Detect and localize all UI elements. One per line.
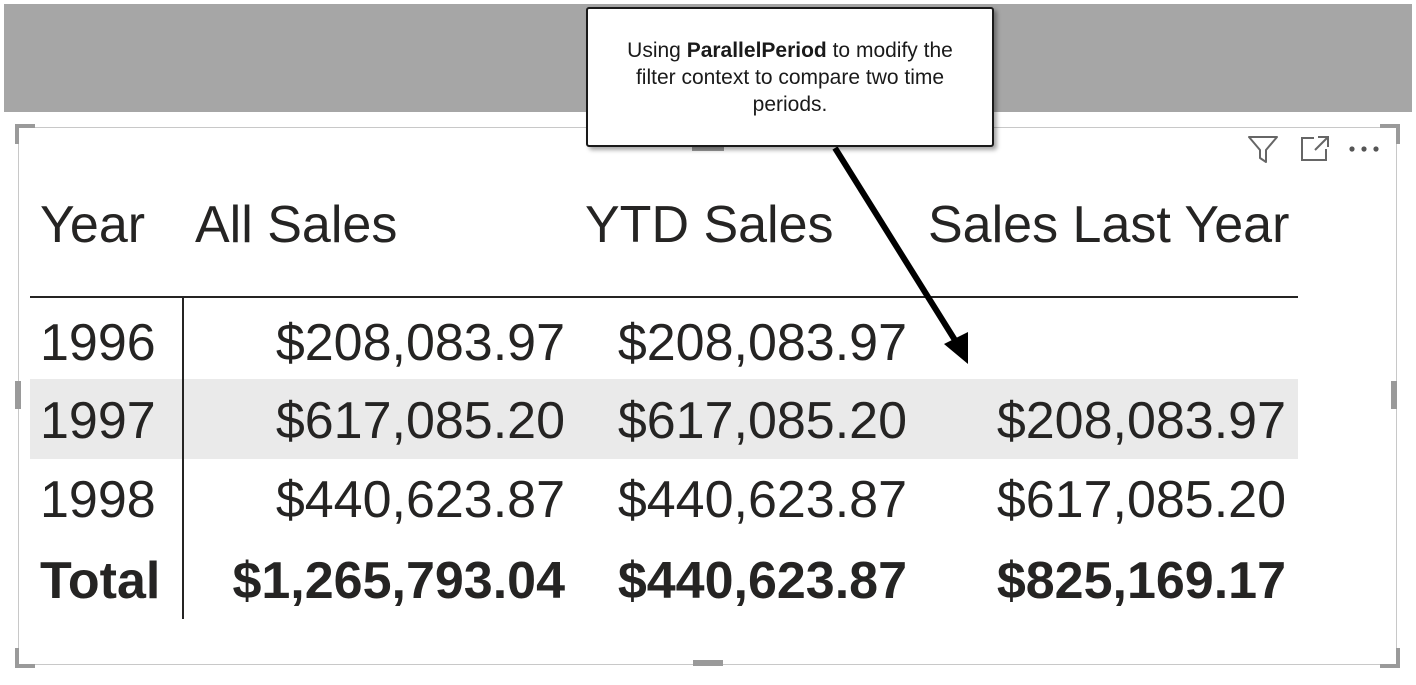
column-header-sales-last-year[interactable]: Sales Last Year xyxy=(928,196,1290,254)
cell-all-sales: $617,085.20 xyxy=(275,392,565,450)
cell-all-sales: $440,623.87 xyxy=(275,471,565,529)
callout-suffix: to modify the filter context to compare … xyxy=(635,38,953,116)
cell-sales-last-year: $617,085.20 xyxy=(996,471,1286,529)
table-row-highlight xyxy=(30,379,1298,459)
more-options-icon[interactable] xyxy=(1344,132,1384,166)
callout-keyword: ParallelPeriod xyxy=(686,38,827,62)
callout-prefix: Using xyxy=(627,38,687,62)
column-header-year[interactable]: Year xyxy=(40,196,146,254)
resize-handle-bottom-right[interactable] xyxy=(1380,648,1400,668)
resize-handle-bottom[interactable] xyxy=(693,660,723,666)
resize-handle-top-right[interactable] xyxy=(1380,124,1400,144)
cell-ytd-sales: $440,623.87 xyxy=(617,471,907,529)
focus-mode-icon[interactable] xyxy=(1296,132,1334,166)
cell-year: 1998 xyxy=(40,471,156,529)
resize-handle-top[interactable] xyxy=(692,147,724,151)
total-all-sales: $1,265,793.04 xyxy=(232,552,565,610)
resize-handle-bottom-left[interactable] xyxy=(15,648,35,668)
cell-ytd-sales: $617,085.20 xyxy=(617,392,907,450)
resize-handle-right[interactable] xyxy=(1391,381,1397,409)
column-header-ytd-sales[interactable]: YTD Sales xyxy=(585,196,834,254)
cell-year: 1997 xyxy=(40,392,156,450)
total-sales-last-year: $825,169.17 xyxy=(996,552,1286,610)
sales-table: Year All Sales YTD Sales Sales Last Year… xyxy=(30,170,1298,630)
annotation-callout: Using ParallelPeriod to modify the filte… xyxy=(586,7,994,147)
cell-year: 1996 xyxy=(40,314,156,372)
cell-sales-last-year: $208,083.97 xyxy=(996,392,1286,450)
column-header-all-sales[interactable]: All Sales xyxy=(195,196,398,254)
cell-all-sales: $208,083.97 xyxy=(275,314,565,372)
total-ytd-sales: $440,623.87 xyxy=(617,552,907,610)
callout-text: Using ParallelPeriod to modify the filte… xyxy=(610,37,970,118)
filter-icon[interactable] xyxy=(1244,132,1282,166)
resize-handle-left[interactable] xyxy=(15,381,21,409)
header-divider xyxy=(30,296,1298,298)
cell-sales-last-year xyxy=(918,303,1286,383)
cell-ytd-sales: $208,083.97 xyxy=(617,314,907,372)
total-label: Total xyxy=(40,552,161,610)
row-header-divider xyxy=(182,297,184,619)
resize-handle-top-left[interactable] xyxy=(15,124,35,144)
